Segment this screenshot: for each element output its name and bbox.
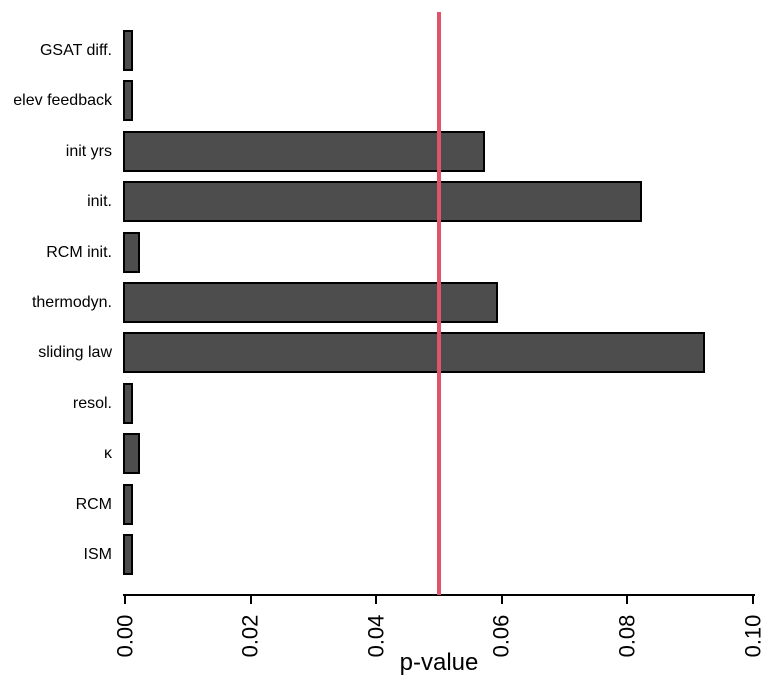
bar bbox=[123, 433, 140, 475]
x-axis-tick bbox=[375, 596, 378, 604]
x-axis-tick bbox=[626, 596, 629, 604]
bar bbox=[123, 181, 642, 223]
bar bbox=[123, 332, 705, 374]
category-label: RCM init. bbox=[46, 243, 112, 261]
category-label: thermodyn. bbox=[31, 294, 112, 311]
bar bbox=[123, 382, 134, 424]
category-label: RCM bbox=[75, 495, 112, 513]
bar bbox=[123, 483, 134, 525]
x-axis-title: p-value bbox=[399, 649, 479, 676]
category-label: elev feedback bbox=[13, 92, 112, 110]
category-label: resol. bbox=[72, 394, 112, 412]
bar bbox=[123, 130, 485, 172]
significance-threshold-line bbox=[437, 12, 441, 595]
x-axis-line bbox=[123, 594, 755, 596]
category-label: init. bbox=[87, 193, 112, 211]
bar bbox=[123, 231, 140, 273]
category-label: GSAT diff. bbox=[39, 42, 112, 59]
bar bbox=[123, 30, 134, 71]
category-label: sliding law bbox=[38, 344, 112, 362]
category-label: ISM bbox=[83, 546, 112, 563]
bar bbox=[123, 282, 498, 323]
x-axis-tick bbox=[500, 596, 503, 604]
x-axis-tick bbox=[752, 596, 754, 604]
bar bbox=[123, 534, 134, 575]
x-axis-tick bbox=[124, 596, 126, 604]
x-axis-tick bbox=[249, 596, 252, 604]
bar bbox=[123, 80, 134, 122]
category-label: κ bbox=[104, 445, 112, 463]
category-label: init yrs bbox=[65, 142, 112, 160]
